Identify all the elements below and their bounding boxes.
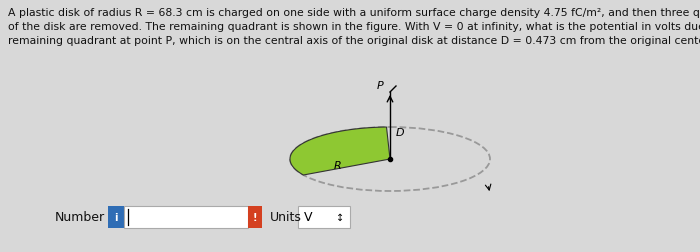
Text: V: V xyxy=(304,211,312,224)
Text: P: P xyxy=(377,81,383,91)
Polygon shape xyxy=(290,128,390,175)
Text: A plastic disk of radius R = 68.3 cm is charged on one side with a uniform surfa: A plastic disk of radius R = 68.3 cm is … xyxy=(8,8,700,18)
Text: D: D xyxy=(396,128,405,137)
Text: remaining quadrant at point P, which is on the central axis of the original disk: remaining quadrant at point P, which is … xyxy=(8,36,700,46)
Text: Number: Number xyxy=(55,211,105,224)
FancyBboxPatch shape xyxy=(298,206,350,228)
Text: Units: Units xyxy=(270,211,302,224)
Text: !: ! xyxy=(253,212,258,222)
Text: ↕: ↕ xyxy=(336,212,344,222)
Text: i: i xyxy=(114,212,118,222)
FancyBboxPatch shape xyxy=(108,206,124,228)
Text: of the disk are removed. The remaining quadrant is shown in the figure. With V =: of the disk are removed. The remaining q… xyxy=(8,22,700,32)
FancyBboxPatch shape xyxy=(248,206,262,228)
Text: R: R xyxy=(334,160,342,170)
FancyBboxPatch shape xyxy=(124,206,248,228)
